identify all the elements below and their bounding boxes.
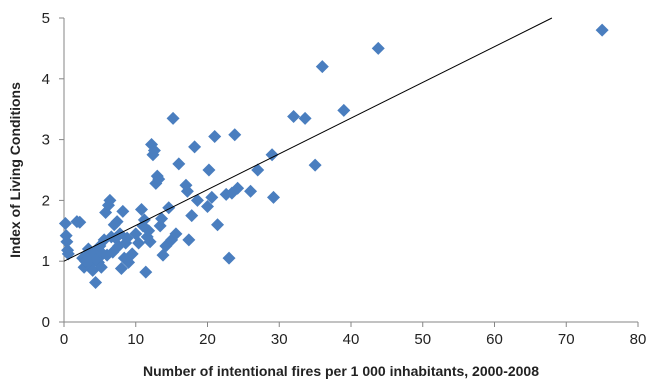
data-point xyxy=(169,227,183,241)
x-tick-label: 0 xyxy=(60,331,68,348)
data-point xyxy=(231,181,245,195)
data-point xyxy=(211,218,225,232)
data-point xyxy=(228,128,242,142)
y-tick-label: 5 xyxy=(42,10,50,27)
data-point xyxy=(134,203,148,217)
data-point xyxy=(132,236,146,250)
y-axis-title: Index of Living Conditions xyxy=(7,82,23,258)
data-point xyxy=(298,111,312,125)
y-tick-label: 4 xyxy=(42,71,50,88)
data-point xyxy=(143,235,157,249)
data-point xyxy=(125,247,139,261)
x-tick-label: 60 xyxy=(486,331,503,348)
data-point xyxy=(73,215,87,229)
y-tick-label: 1 xyxy=(42,253,50,270)
data-point xyxy=(147,144,161,158)
data-point xyxy=(89,275,103,289)
x-tick-label: 10 xyxy=(127,331,144,348)
data-point xyxy=(114,261,128,275)
x-tick-label: 30 xyxy=(271,331,288,348)
x-tick-label: 80 xyxy=(630,331,647,348)
data-point xyxy=(251,163,265,177)
data-point xyxy=(202,163,216,177)
x-tick-label: 40 xyxy=(343,331,360,348)
y-tick-label: 0 xyxy=(42,314,50,331)
data-point xyxy=(180,184,194,198)
data-point xyxy=(371,41,385,55)
data-point xyxy=(185,209,199,223)
data-point xyxy=(142,224,156,238)
y-tick-label: 2 xyxy=(42,192,50,209)
data-point xyxy=(110,215,124,229)
data-point xyxy=(222,251,236,265)
data-point xyxy=(122,255,136,269)
data-point xyxy=(172,157,186,171)
data-point xyxy=(155,212,169,226)
data-point xyxy=(60,235,74,249)
data-point xyxy=(308,158,322,172)
x-tick-label: 50 xyxy=(414,331,431,348)
data-point xyxy=(205,190,219,204)
data-point xyxy=(244,184,258,198)
data-point xyxy=(166,111,180,125)
data-point xyxy=(315,60,329,74)
data-point xyxy=(265,148,279,162)
x-axis-title: Number of intentional fires per 1 000 in… xyxy=(143,363,539,379)
trendline xyxy=(63,17,553,262)
data-point xyxy=(208,130,222,144)
data-point xyxy=(337,103,351,117)
data-point xyxy=(139,265,153,279)
data-point xyxy=(116,204,130,218)
axes xyxy=(59,17,639,327)
data-points xyxy=(58,23,609,289)
data-point xyxy=(152,172,166,186)
tick-labels: 0 10 20 30 40 50 60 70 80 0 1 2 3 4 5 xyxy=(42,10,647,348)
data-point xyxy=(595,23,609,37)
data-point xyxy=(287,109,301,123)
data-point xyxy=(188,140,202,154)
data-point xyxy=(162,201,176,215)
data-point xyxy=(267,190,281,204)
data-point xyxy=(190,193,204,207)
x-tick-label: 70 xyxy=(558,331,575,348)
y-tick-label: 3 xyxy=(42,132,50,149)
data-point xyxy=(103,193,117,207)
data-point xyxy=(58,217,72,231)
x-tick-label: 20 xyxy=(199,331,216,348)
data-point xyxy=(117,251,131,265)
data-point xyxy=(182,233,196,247)
data-point xyxy=(94,260,108,274)
data-point xyxy=(201,199,214,213)
